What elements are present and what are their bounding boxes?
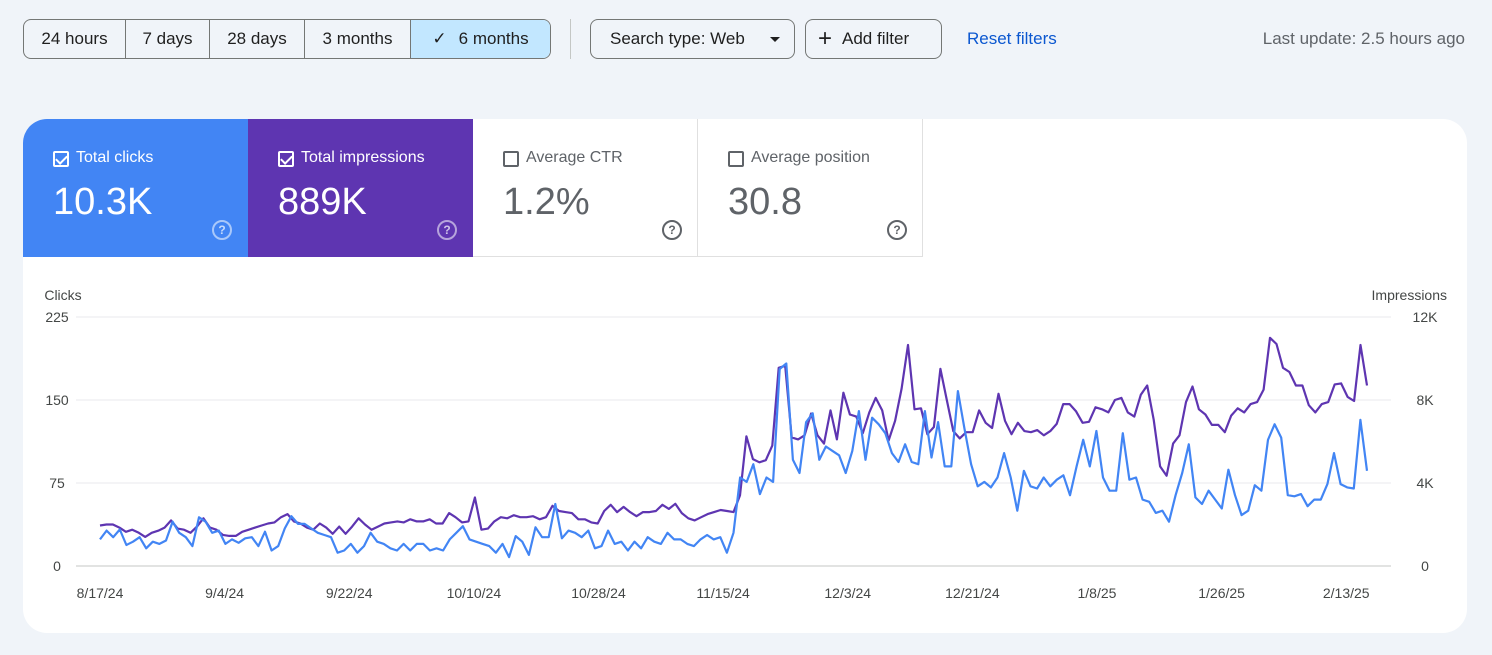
- caret-down-icon: [770, 37, 780, 42]
- clicks-series-line: [99, 362, 1369, 559]
- metric-label: Average CTR: [526, 149, 623, 166]
- left-axis-tick-label: 75: [49, 475, 65, 491]
- left-axis-tick-label: 225: [45, 309, 69, 325]
- x-axis-tick-label: 12/21/24: [945, 585, 1000, 601]
- right-axis-tick-label: 4K: [1416, 475, 1434, 491]
- range-24-hours[interactable]: 24 hours: [24, 20, 126, 58]
- metric-value: 10.3K: [53, 181, 153, 223]
- range-label: 28 days: [227, 29, 287, 48]
- help-icon[interactable]: ?: [437, 220, 457, 240]
- reset-filters-link[interactable]: Reset filters: [967, 29, 1057, 48]
- checkbox-checked-icon[interactable]: [53, 151, 69, 167]
- last-update-text: Last update: 2.5 hours ago: [1262, 29, 1465, 48]
- performance-card: Total clicks 10.3K ? Total impressions 8…: [23, 119, 1467, 633]
- x-axis-tick-label: 2/13/25: [1323, 585, 1370, 601]
- left-axis-tick-label: 0: [53, 558, 61, 574]
- x-axis-tick-label: 11/15/24: [696, 585, 750, 601]
- metric-average-ctr[interactable]: Average CTR 1.2% ?: [473, 119, 698, 257]
- range-label: 6 months: [458, 29, 529, 48]
- left-axis-title: Clicks: [44, 287, 81, 303]
- search-type-dropdown[interactable]: Search type: Web: [590, 19, 795, 59]
- range-label: 24 hours: [41, 29, 108, 48]
- metric-value: 889K: [278, 181, 367, 223]
- toolbar-divider: [570, 19, 571, 59]
- plus-icon: +: [818, 25, 833, 52]
- range-7-days[interactable]: 7 days: [126, 20, 210, 58]
- x-axis-tick-label: 9/4/24: [205, 585, 244, 601]
- toolbar: 24 hours 7 days 28 days 3 months ✓ 6 mont…: [23, 19, 1492, 59]
- metric-average-position[interactable]: Average position 30.8 ?: [698, 119, 923, 257]
- metric-label: Average position: [751, 149, 870, 166]
- impressions-series-line: [99, 336, 1369, 538]
- x-axis-tick-label: 10/28/24: [571, 585, 626, 601]
- right-axis-tick-label: 8K: [1416, 392, 1434, 408]
- metric-label: Total impressions: [301, 149, 425, 166]
- range-label: 3 months: [322, 29, 393, 48]
- range-3-months[interactable]: 3 months: [305, 20, 411, 58]
- right-axis-title: Impressions: [1372, 287, 1447, 303]
- range-6-months[interactable]: ✓ 6 months: [411, 20, 550, 58]
- search-type-label: Search type: Web: [610, 29, 745, 48]
- metric-value: 1.2%: [503, 181, 590, 223]
- help-icon[interactable]: ?: [662, 220, 682, 240]
- x-axis-tick-label: 10/10/24: [447, 585, 502, 601]
- x-axis-tick-label: 1/26/25: [1198, 585, 1245, 601]
- right-axis-tick-label: 0: [1421, 558, 1429, 574]
- help-icon[interactable]: ?: [887, 220, 907, 240]
- x-axis-tick-label: 8/17/24: [77, 585, 124, 601]
- range-label: 7 days: [142, 29, 193, 48]
- metric-total-clicks[interactable]: Total clicks 10.3K ?: [23, 119, 248, 257]
- help-icon[interactable]: ?: [212, 220, 232, 240]
- checkbox-unchecked-icon[interactable]: [728, 151, 744, 167]
- x-axis-tick-label: 1/8/25: [1078, 585, 1117, 601]
- check-icon: ✓: [432, 29, 447, 48]
- right-axis-tick-label: 12K: [1413, 309, 1439, 325]
- add-filter-button[interactable]: + Add filter: [805, 19, 942, 59]
- checkbox-checked-icon[interactable]: [278, 151, 294, 167]
- date-range-selector: 24 hours 7 days 28 days 3 months ✓ 6 mont…: [23, 19, 551, 59]
- metric-total-impressions[interactable]: Total impressions 889K ?: [248, 119, 473, 257]
- range-28-days[interactable]: 28 days: [210, 20, 305, 58]
- metric-label: Total clicks: [76, 149, 154, 166]
- add-filter-label: Add filter: [842, 29, 910, 48]
- left-axis-tick-label: 150: [45, 392, 69, 408]
- checkbox-unchecked-icon[interactable]: [503, 151, 519, 167]
- metric-value: 30.8: [728, 181, 802, 223]
- x-axis-tick-label: 9/22/24: [326, 585, 373, 601]
- x-axis-tick-label: 12/3/24: [824, 585, 871, 601]
